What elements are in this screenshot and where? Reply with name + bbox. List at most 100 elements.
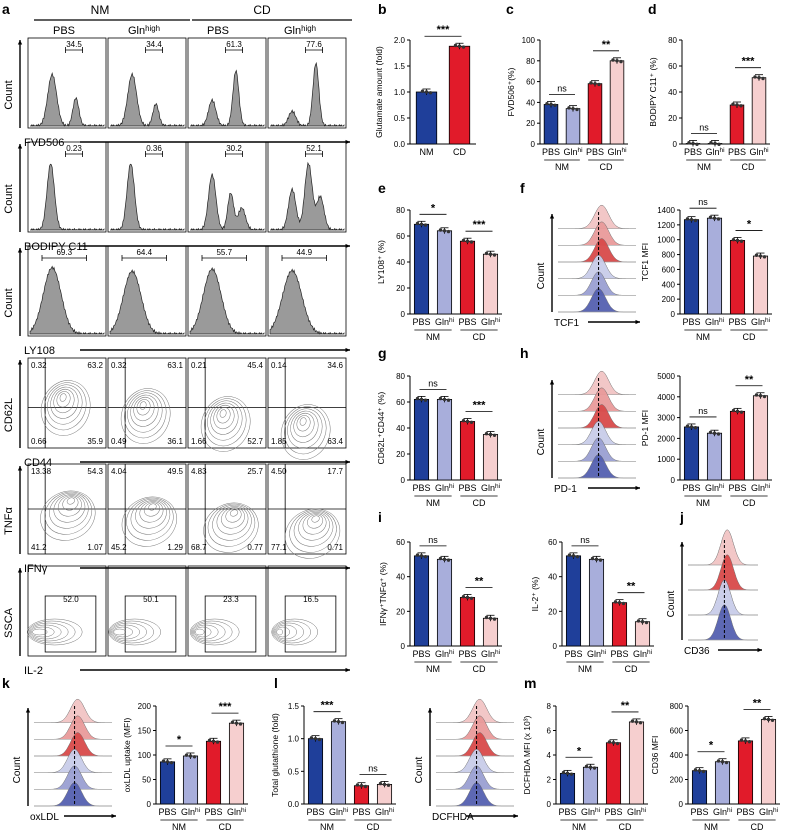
gln-tick-sup: hi (389, 807, 394, 814)
bar-yticklabel-k-3: 150 (138, 727, 152, 736)
dot-m-3-2 (638, 721, 643, 725)
bar-j-2 (737, 740, 754, 805)
contour-il2-0-5 (26, 618, 83, 646)
histogram-fvd-1 (110, 71, 185, 128)
bar-yticklabel-g-3: 60 (396, 398, 405, 407)
quad-lr-cd62l-1: 36.1 (167, 437, 183, 446)
overlay-xlabel-h: PD-1 (554, 484, 577, 495)
flow-plot-bodipy-2 (187, 141, 267, 233)
bar-yticklabel-e-2: 40 (396, 258, 405, 267)
overlay-layer-m-5 (436, 782, 514, 807)
contour-tnfa-3-0 (311, 515, 320, 523)
quad-lr-tnfa-0: 1.07 (87, 543, 103, 552)
sig-label-j-0: * (709, 740, 714, 752)
gate-value-fvd-0: 34.5 (66, 40, 82, 49)
bar-yticklabel-k-4: 200 (138, 702, 152, 711)
bar-yticklabel-b-2: 1.0 (394, 88, 406, 97)
flow-xlabel-ly108: LY108 (24, 345, 55, 357)
dot-c-3-2 (619, 59, 623, 64)
bar-xlabel-j-0: PBS (690, 807, 708, 817)
dot-e-3-0 (484, 251, 489, 256)
histogram-ly108-1 (109, 269, 185, 335)
quad-ul-tnfa-0: 13.38 (31, 467, 52, 476)
quad-ur-cd62l-0: 63.2 (87, 361, 103, 370)
dot-m-3-1 (634, 720, 639, 724)
flow-ylabel-tnfa: TNFα (3, 506, 15, 534)
dot-f-1-1 (712, 216, 717, 220)
contour-tnfa-0-3 (53, 494, 86, 523)
dot-l-3-0 (378, 781, 383, 786)
gln-tick: Gln (481, 649, 495, 659)
flow-plot-ly108-1 (107, 245, 187, 337)
quad-ll-tnfa-3: 77.1 (271, 543, 287, 552)
panel-letter-i: i (378, 509, 382, 525)
gln-tick-sup: hi (495, 483, 500, 490)
dot-l-0-0 (309, 736, 314, 740)
gln-tick-sup: hi (343, 807, 348, 814)
dot-j-2-1 (743, 739, 748, 743)
gln-tick-sup: hi (195, 807, 200, 814)
overlay-layer-h-5 (558, 454, 636, 479)
bar-i2-2 (611, 602, 628, 647)
gln-sup: high (301, 24, 316, 33)
bar-xlabel-l-0: PBS (306, 807, 324, 817)
bar-yticklabel-g-1: 20 (396, 450, 405, 459)
gln-tick-sup: hi (719, 147, 724, 154)
dot-h-0-2 (693, 426, 698, 430)
gate-value-bodipy-3: 52.1 (306, 144, 322, 153)
bar-xlabel-h-2: PBS (728, 483, 746, 493)
dot-c-0-1 (549, 102, 553, 107)
gln-tick: Gln (181, 807, 195, 817)
quad-ul-tnfa-2: 4.83 (191, 467, 207, 476)
gln-tick: Gln (329, 807, 343, 817)
overlay-ylabel-k: Count (12, 756, 23, 783)
bar-yticklabel-e-0: 0 (401, 310, 406, 319)
contour-tnfa-1-6 (121, 496, 177, 547)
bar-xlabel-c-3: Glnhi (607, 147, 626, 157)
overlay-layer-j-0 (688, 529, 758, 566)
gln-tick: Gln (587, 649, 601, 659)
gln-tick: Gln (751, 317, 765, 327)
quad-ll-tnfa-2: 68.7 (191, 543, 207, 552)
panel-letter-l: l (274, 675, 278, 691)
gate-value-bodipy-2: 30.2 (226, 144, 242, 153)
bar-yticklabel-e-1: 20 (396, 284, 405, 293)
bar-yticklabel-h-4: 4000 (657, 393, 675, 402)
contour-cd62l-2-1 (216, 407, 231, 424)
bar-e-0 (413, 223, 430, 315)
flow-ylabel-bodipy: Count (3, 184, 15, 213)
contour-il2-1-3 (110, 622, 147, 642)
bar-yticklabel-c-1: 20 (526, 119, 535, 128)
bar-yticklabel-c-4: 80 (526, 57, 535, 66)
dot-h-3-0 (754, 393, 759, 397)
flow-plot-il2-2 (187, 565, 267, 657)
gate-box-il2-0 (44, 595, 97, 653)
contour-il2-1-2 (111, 624, 140, 640)
dot-f-3-2 (762, 255, 767, 259)
bar-xlabel-i2-2: PBS (610, 649, 628, 659)
flow-ylabel-ly108: Count (3, 288, 15, 317)
group-label-d-1: CD (742, 162, 755, 172)
dot-h-1-2 (716, 432, 721, 436)
bar-k-3 (228, 722, 245, 805)
contour-tnfa-2-6 (203, 502, 259, 553)
bar-yticklabel-j-3: 600 (670, 727, 684, 736)
bar-xlabel-f-1: Glnhi (705, 317, 724, 327)
dot-b-0-0 (420, 89, 425, 93)
contour-cd62l-2-4 (207, 400, 243, 441)
quad-lr-tnfa-1: 1.29 (167, 543, 183, 552)
contour-cd62l-0-0 (59, 393, 67, 402)
dot-i2-3-1 (640, 620, 645, 624)
bar-xlabel-k-1: Glnhi (181, 807, 200, 817)
dot-d-2-2 (739, 104, 743, 108)
bar-ylabel-g: CD62L⁺CD44⁺ (%) (376, 391, 386, 464)
histogram-fvd-3 (270, 61, 345, 127)
bar-i1-0 (413, 555, 430, 647)
dot-i1-3-0 (484, 615, 489, 620)
contour-cd62l-2-5 (204, 398, 247, 447)
group-label-k-0: NM (172, 822, 186, 832)
histogram-ly108-0 (29, 265, 105, 335)
quad-ul-tnfa-3: 4.50 (271, 467, 287, 476)
dot-i2-3-0 (636, 619, 641, 623)
contour-il2-0-0 (31, 628, 48, 636)
